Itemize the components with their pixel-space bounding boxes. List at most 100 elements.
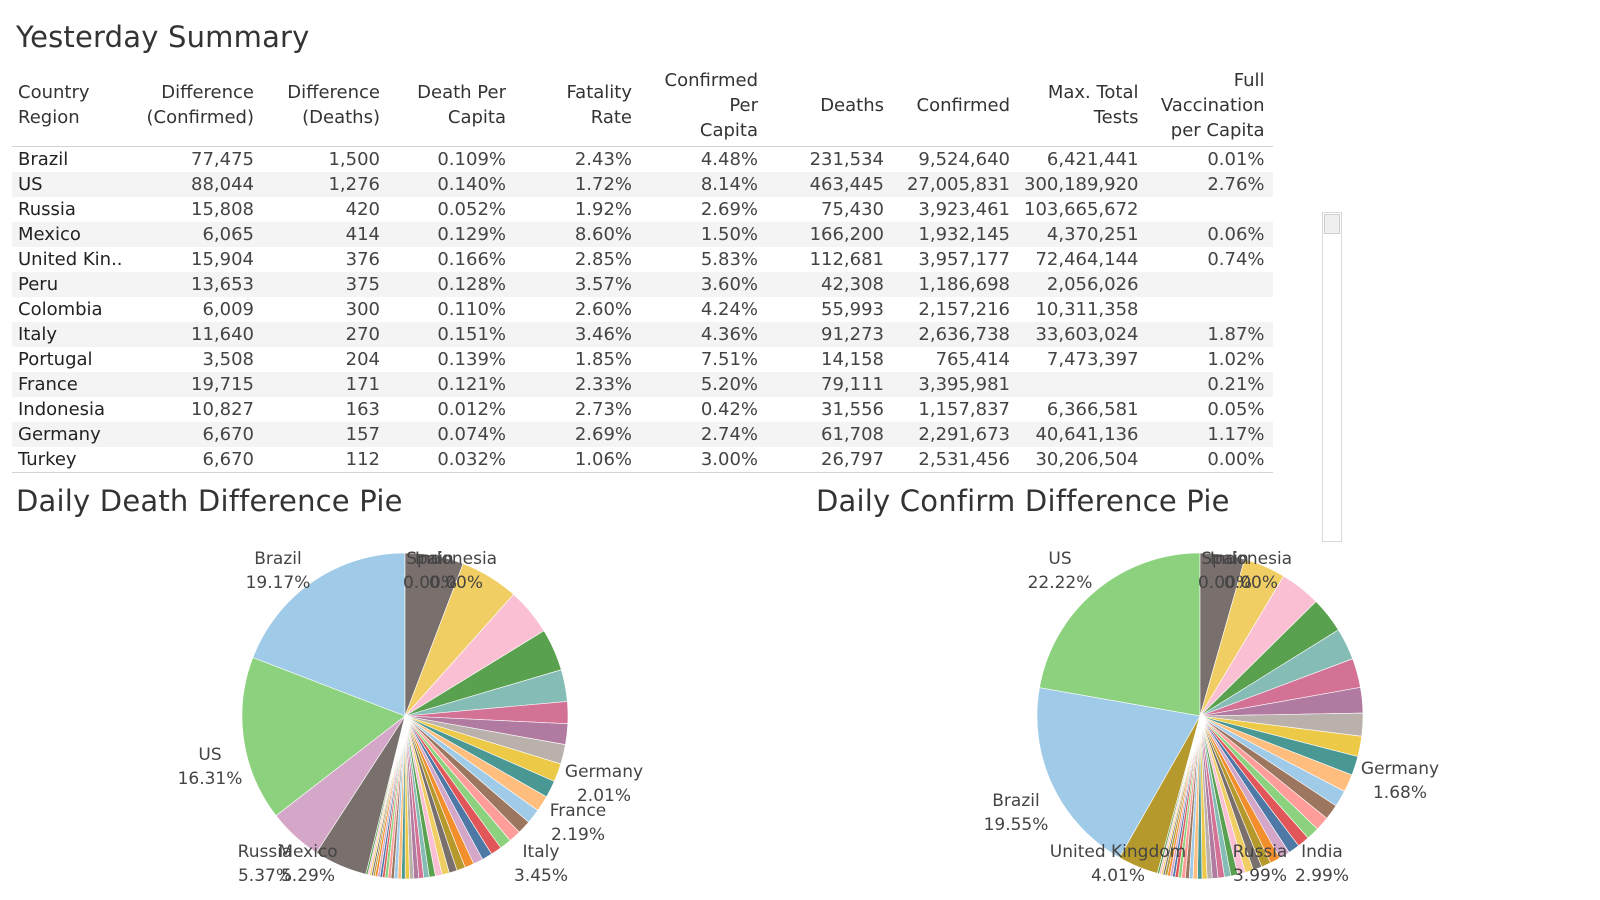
- column-header[interactable]: Deaths: [766, 64, 892, 147]
- pie-slice[interactable]: [1199, 715, 1309, 847]
- pie-slice[interactable]: [367, 715, 406, 876]
- column-header[interactable]: Death Per Capita: [388, 64, 514, 147]
- pie-slice[interactable]: [1169, 715, 1201, 877]
- pie-slice[interactable]: [1181, 715, 1201, 879]
- pie-slice[interactable]: [404, 715, 562, 782]
- table-row[interactable]: Italy 11,640 270 0.151% 3.46% 4.36% 91,273 2,63…: [12, 322, 1273, 347]
- pie-slice[interactable]: [1199, 715, 1232, 878]
- pie-slice[interactable]: [1199, 715, 1345, 807]
- pie-slice[interactable]: [404, 701, 569, 725]
- pie-slice[interactable]: [379, 715, 406, 878]
- table-row[interactable]: Indonesia 10,827 163 0.012% 2.73% 0.42% 31,556…: [12, 397, 1273, 422]
- column-header[interactable]: Fatality Rate: [514, 64, 640, 147]
- column-header[interactable]: Confirmed Per Capita: [640, 64, 766, 147]
- pie-slice[interactable]: [404, 715, 425, 879]
- pie-slice[interactable]: [404, 563, 515, 717]
- table-row[interactable]: Portugal 3,508 204 0.139% 1.85% 7.51% 14,158 76…: [12, 347, 1273, 372]
- pie-slice[interactable]: [1199, 715, 1363, 757]
- pie-slice[interactable]: [372, 715, 406, 877]
- pie-slice[interactable]: [1199, 715, 1300, 853]
- pie-slice[interactable]: [1199, 715, 1213, 880]
- table-row[interactable]: Mexico 6,065 414 0.129% 8.60% 1.50% 166,200 1,9…: [12, 222, 1273, 247]
- pie-slice[interactable]: [1160, 715, 1201, 876]
- pie-slice[interactable]: [404, 715, 555, 798]
- pie-slice[interactable]: [1199, 687, 1364, 717]
- pie-slice[interactable]: [1158, 715, 1201, 875]
- table-row[interactable]: Peru 13,653 375 0.128% 3.57% 3.60% 42,308 1,186…: [12, 272, 1273, 297]
- pie-slice[interactable]: [1199, 715, 1225, 879]
- pie-slice[interactable]: [1199, 715, 1337, 819]
- pie-slice[interactable]: [1199, 715, 1208, 880]
- pie-slice[interactable]: [404, 715, 566, 765]
- pie-slice[interactable]: [404, 669, 568, 717]
- pie-slice[interactable]: [365, 715, 406, 876]
- pie-slice[interactable]: [404, 715, 466, 871]
- pie-slice[interactable]: [275, 715, 406, 854]
- pie-slice[interactable]: [1162, 715, 1201, 876]
- pie-slice[interactable]: [1172, 715, 1201, 878]
- pie-slice[interactable]: [1177, 715, 1201, 879]
- pie-slice[interactable]: [1199, 629, 1354, 717]
- pie-slice[interactable]: [384, 715, 406, 879]
- pie-slice[interactable]: [404, 715, 530, 833]
- pie-slice[interactable]: [1036, 687, 1201, 859]
- pie-slice[interactable]: [404, 715, 430, 879]
- pie-slice[interactable]: [315, 715, 406, 875]
- summary-table[interactable]: Country Region Difference (Confirmed) Differ…: [12, 64, 1273, 473]
- pie-slice[interactable]: [1199, 715, 1318, 839]
- pie-slice[interactable]: [374, 715, 406, 877]
- pie-slice[interactable]: [404, 715, 539, 823]
- pie-slice[interactable]: [1192, 715, 1201, 880]
- pie-slice[interactable]: [393, 715, 406, 880]
- pie-slice[interactable]: [1199, 575, 1317, 717]
- pie-slice[interactable]: [241, 657, 406, 817]
- pie-slice[interactable]: [1188, 715, 1201, 880]
- pie-slice[interactable]: [1199, 715, 1219, 879]
- pie-slice[interactable]: [397, 715, 406, 880]
- table-row[interactable]: Russia 15,808 420 0.052% 1.92% 2.69% 75,430 3,9…: [12, 197, 1273, 222]
- pie-slice[interactable]: [1199, 715, 1281, 864]
- table-row[interactable]: US 88,044 1,276 0.140% 1.72% 8.14% 463,445 27,0…: [12, 172, 1273, 197]
- pie-slice[interactable]: [1199, 715, 1246, 875]
- pie-slice[interactable]: [370, 715, 406, 877]
- table-row[interactable]: Germany 6,670 157 0.074% 2.69% 2.74% 61,708 2,2…: [12, 422, 1273, 447]
- death-pie-chart[interactable]: Brazil 19.17% US 16.31% Russia 5.37% Mexico 5.2…: [178, 549, 643, 886]
- pie-slice[interactable]: [404, 715, 436, 878]
- pie-slice[interactable]: [404, 715, 502, 855]
- pie-slice[interactable]: [1199, 715, 1353, 792]
- pie-slice[interactable]: [404, 715, 420, 880]
- table-row[interactable]: France 19,715 171 0.121% 2.33% 5.20% 79,111 3,3…: [12, 372, 1273, 397]
- pie-slice[interactable]: [1199, 712, 1364, 737]
- table-row[interactable]: Brazil 77,475 1,500 0.109% 2.43% 4.48% 231,534…: [12, 147, 1273, 173]
- column-header[interactable]: Difference (Deaths): [262, 64, 388, 147]
- pie-slice[interactable]: [1199, 715, 1254, 873]
- pie-slice[interactable]: [404, 715, 450, 876]
- pie-slice[interactable]: [1199, 552, 1245, 717]
- pie-slice[interactable]: [369, 715, 406, 876]
- pie-slice[interactable]: [381, 715, 406, 879]
- pie-slice[interactable]: [1184, 715, 1201, 879]
- pie-slice[interactable]: [1166, 715, 1201, 877]
- pie-slice[interactable]: [404, 715, 410, 880]
- column-header[interactable]: Full Vaccination per Capita: [1147, 64, 1273, 147]
- pie-slice[interactable]: [1199, 558, 1285, 717]
- pie-slice[interactable]: [404, 715, 547, 811]
- pie-slice[interactable]: [404, 715, 511, 849]
- pie-slice[interactable]: [404, 552, 464, 717]
- column-header[interactable]: Confirmed: [892, 64, 1018, 147]
- pie-slice[interactable]: [1119, 715, 1201, 874]
- pie-slice[interactable]: [1199, 715, 1359, 776]
- pie-slice[interactable]: [1197, 715, 1203, 880]
- pie-slice[interactable]: [1199, 715, 1328, 830]
- pie-slice[interactable]: [1199, 715, 1290, 859]
- pie-slice[interactable]: [1039, 552, 1201, 717]
- pie-slice[interactable]: [404, 630, 562, 717]
- pie-slice[interactable]: [1174, 715, 1201, 878]
- pie-slice[interactable]: [390, 715, 406, 879]
- pie-slice[interactable]: [1199, 601, 1339, 717]
- pie-slice[interactable]: [404, 715, 493, 860]
- pie-slice[interactable]: [1164, 715, 1201, 877]
- table-scrollbar[interactable]: [1322, 212, 1342, 542]
- table-row[interactable]: Colombia 6,009 300 0.110% 2.60% 4.24% 55,993 2,…: [12, 297, 1273, 322]
- pie-slice[interactable]: [404, 594, 545, 717]
